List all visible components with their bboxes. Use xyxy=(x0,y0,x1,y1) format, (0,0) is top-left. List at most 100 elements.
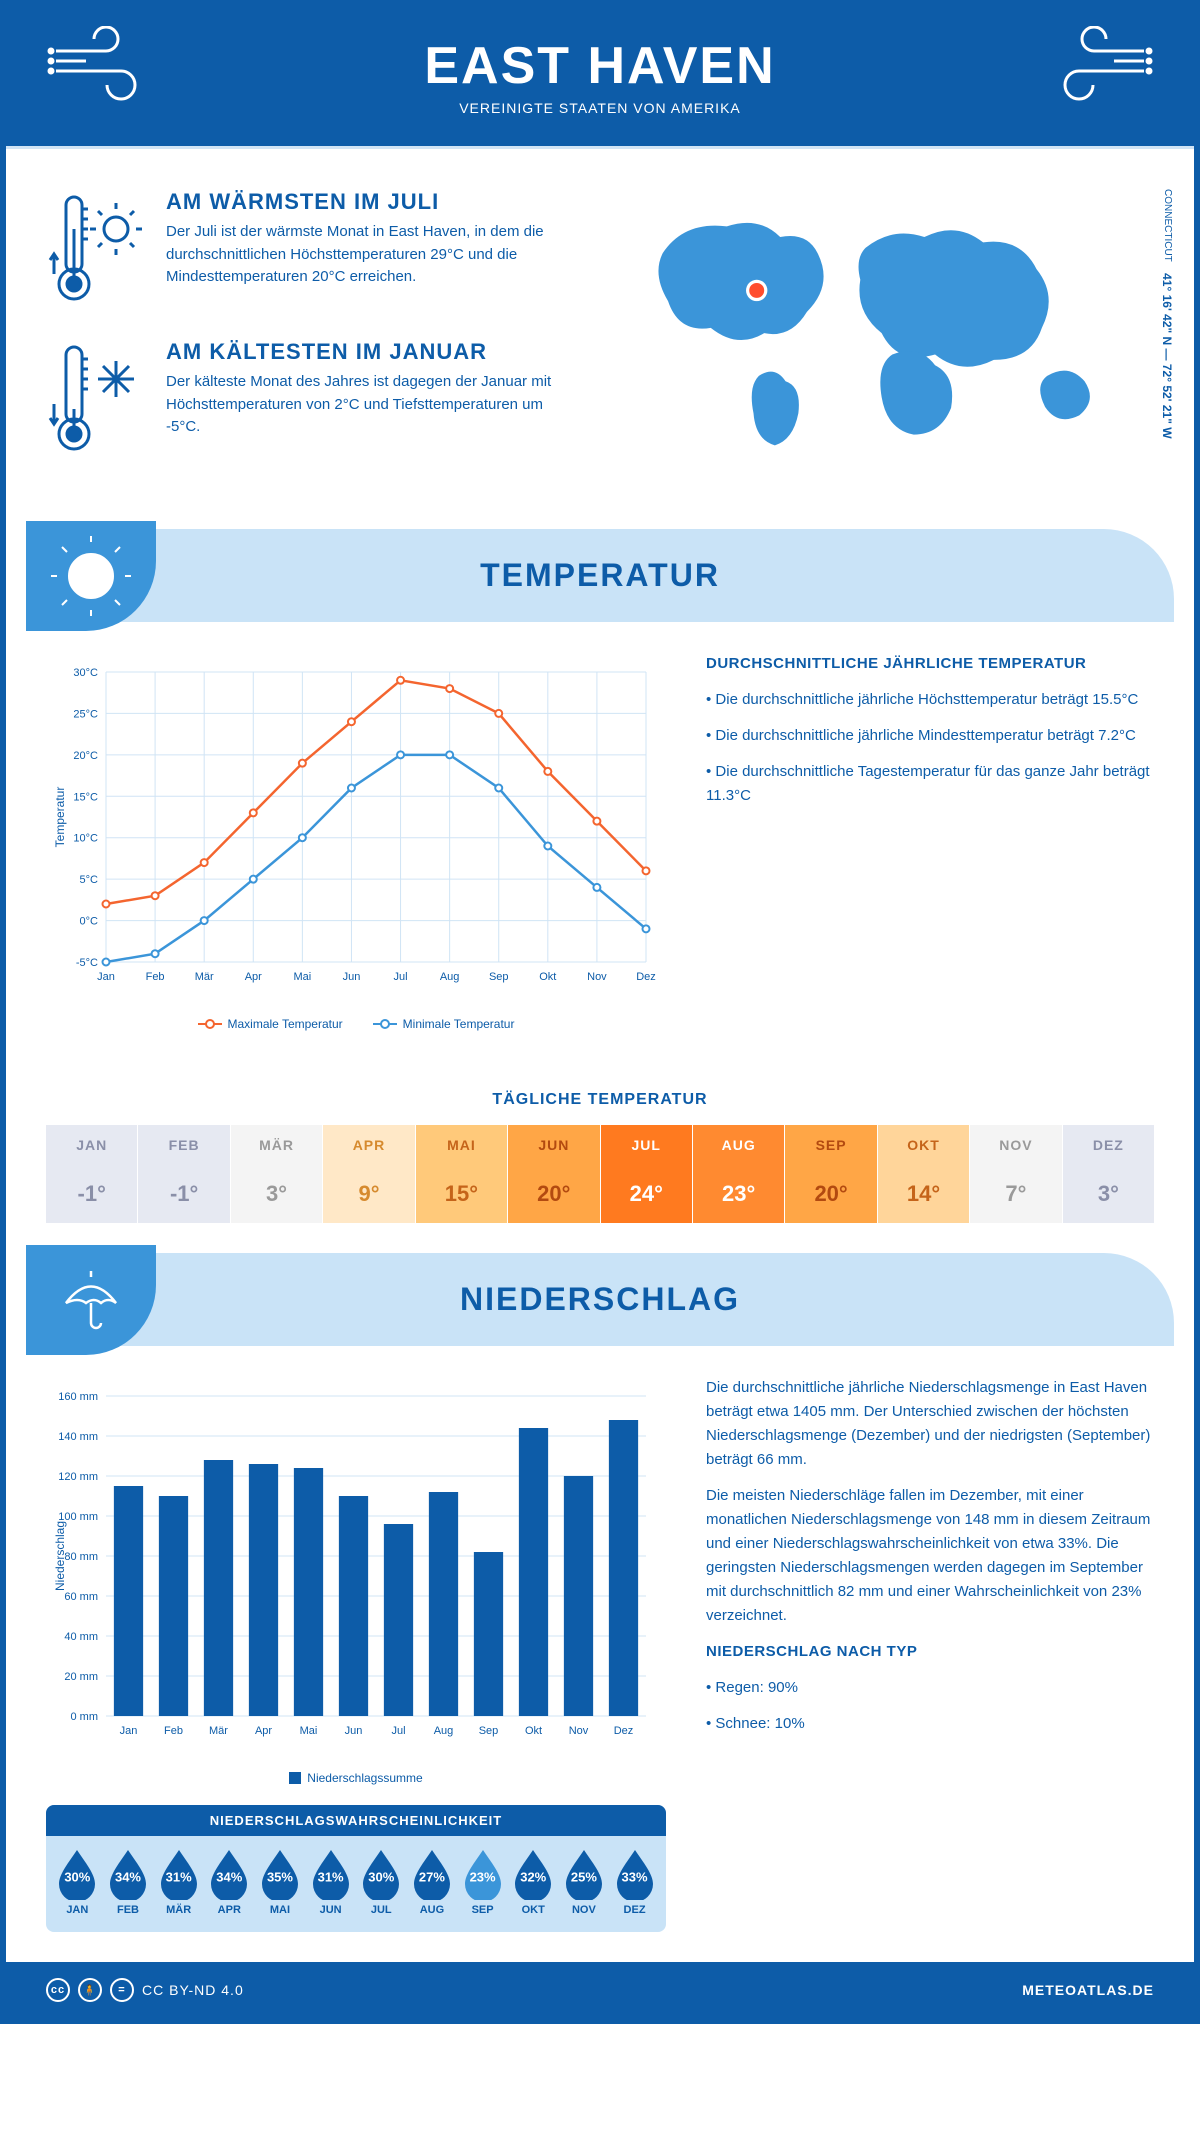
legend-min: Minimale Temperatur xyxy=(373,1017,515,1031)
svg-text:20°C: 20°C xyxy=(73,750,98,762)
svg-text:Niederschlag: Niederschlag xyxy=(53,1521,67,1591)
prob-drop: 27% AUG xyxy=(408,1848,456,1916)
month-cell: APR 9° xyxy=(323,1125,415,1223)
svg-text:Dez: Dez xyxy=(614,1725,634,1737)
svg-text:Dez: Dez xyxy=(636,971,656,983)
daily-temp-table: JAN -1° FEB -1° MÄR 3° APR 9° MAI 15° JU… xyxy=(6,1125,1194,1253)
svg-text:25°C: 25°C xyxy=(73,708,98,720)
prob-drop: 34% APR xyxy=(205,1848,253,1916)
svg-text:80 mm: 80 mm xyxy=(64,1551,98,1563)
svg-text:30°C: 30°C xyxy=(73,667,98,679)
prob-drop: 34% FEB xyxy=(104,1848,152,1916)
svg-text:Okt: Okt xyxy=(525,1725,542,1737)
svg-text:Sep: Sep xyxy=(489,971,509,983)
prob-drop: 35% MAI xyxy=(256,1848,304,1916)
svg-text:Aug: Aug xyxy=(434,1725,454,1737)
warm-text: Der Juli ist der wärmste Monat in East H… xyxy=(166,221,580,289)
month-cell: JUN 20° xyxy=(508,1125,600,1223)
cold-title: AM KÄLTESTEN IM JANUAR xyxy=(166,339,580,365)
svg-text:60 mm: 60 mm xyxy=(64,1591,98,1603)
svg-text:Mai: Mai xyxy=(293,971,311,983)
svg-text:Jan: Jan xyxy=(97,971,115,983)
month-cell: MAI 15° xyxy=(416,1125,508,1223)
coordinates: 41° 16' 42" N — 72° 52' 21" W xyxy=(1160,273,1174,438)
warm-title: AM WÄRMSTEN IM JULI xyxy=(166,189,580,215)
warm-info: AM WÄRMSTEN IM JULI Der Juli ist der wär… xyxy=(46,189,580,309)
prob-drop: 25% NOV xyxy=(560,1848,608,1916)
sun-icon xyxy=(51,536,131,616)
wind-icon xyxy=(1034,26,1154,106)
svg-text:Jul: Jul xyxy=(391,1725,405,1737)
month-cell: FEB -1° xyxy=(138,1125,230,1223)
svg-text:160 mm: 160 mm xyxy=(58,1391,98,1403)
prob-drop: 23% SEP xyxy=(459,1848,507,1916)
precipitation-bar-chart: 0 mm20 mm40 mm60 mm80 mm100 mm120 mm140 … xyxy=(46,1376,666,1756)
cc-icon: cc xyxy=(46,1978,70,2002)
month-cell: DEZ 3° xyxy=(1063,1125,1154,1223)
svg-text:Jun: Jun xyxy=(345,1725,363,1737)
license-text: CC BY-ND 4.0 xyxy=(142,1982,244,1998)
svg-text:Okt: Okt xyxy=(539,971,556,983)
svg-text:Temperatur: Temperatur xyxy=(53,787,67,848)
svg-text:Feb: Feb xyxy=(146,971,165,983)
month-cell: JAN -1° xyxy=(46,1125,138,1223)
svg-text:Feb: Feb xyxy=(164,1725,183,1737)
header: EAST HAVEN VEREINIGTE STAATEN VON AMERIK… xyxy=(6,6,1194,146)
intro-section: AM WÄRMSTEN IM JULI Der Juli ist der wär… xyxy=(6,149,1194,529)
svg-text:Aug: Aug xyxy=(440,971,460,983)
svg-text:-5°C: -5°C xyxy=(76,957,98,969)
prob-drop: 32% OKT xyxy=(509,1848,557,1916)
footer: cc 🧍 = CC BY-ND 4.0 METEOATLAS.DE xyxy=(6,1962,1194,2018)
svg-text:0 mm: 0 mm xyxy=(71,1711,99,1723)
prob-drop: 30% JAN xyxy=(53,1848,101,1916)
svg-text:Jan: Jan xyxy=(120,1725,138,1737)
month-cell: SEP 20° xyxy=(785,1125,877,1223)
svg-text:Sep: Sep xyxy=(479,1725,499,1737)
umbrella-icon xyxy=(56,1265,126,1335)
precip-section-title: NIEDERSCHLAG xyxy=(26,1281,1174,1318)
month-cell: JUL 24° xyxy=(601,1125,693,1223)
section-temperature: TEMPERATUR xyxy=(26,529,1174,622)
legend-precip: Niederschlagssumme xyxy=(289,1771,422,1785)
wind-icon xyxy=(46,26,166,106)
svg-text:Jun: Jun xyxy=(343,971,361,983)
month-cell: NOV 7° xyxy=(970,1125,1062,1223)
svg-text:Nov: Nov xyxy=(587,971,607,983)
cold-text: Der kälteste Monat des Jahres ist dagege… xyxy=(166,371,580,439)
svg-text:Jul: Jul xyxy=(394,971,408,983)
svg-text:Apr: Apr xyxy=(245,971,262,983)
month-cell: MÄR 3° xyxy=(231,1125,323,1223)
svg-text:Apr: Apr xyxy=(255,1725,272,1737)
svg-text:5°C: 5°C xyxy=(80,874,99,886)
svg-text:Nov: Nov xyxy=(569,1725,589,1737)
prob-drop: 33% DEZ xyxy=(611,1848,659,1916)
svg-text:20 mm: 20 mm xyxy=(64,1671,98,1683)
temperature-line-chart: -5°C0°C5°C10°C15°C20°C25°C30°CJanFebMärA… xyxy=(46,652,666,1002)
thermometer-cold-icon xyxy=(46,339,146,459)
temp-section-title: TEMPERATUR xyxy=(26,557,1174,594)
precip-probability: NIEDERSCHLAGSWAHRSCHEINLICHKEIT 30% JAN … xyxy=(46,1805,666,1932)
thermometer-hot-icon xyxy=(46,189,146,309)
section-precip: NIEDERSCHLAG xyxy=(26,1253,1174,1346)
svg-text:140 mm: 140 mm xyxy=(58,1431,98,1443)
temp-info: DURCHSCHNITTLICHE JÄHRLICHE TEMPERATUR •… xyxy=(706,652,1154,1031)
site-name: METEOATLAS.DE xyxy=(1022,1982,1154,1998)
month-cell: OKT 14° xyxy=(878,1125,970,1223)
page-title: EAST HAVEN xyxy=(424,36,775,96)
daily-temp-title: TÄGLICHE TEMPERATUR xyxy=(6,1091,1194,1109)
legend-max: Maximale Temperatur xyxy=(198,1017,343,1031)
prob-drop: 31% MÄR xyxy=(155,1848,203,1916)
svg-text:40 mm: 40 mm xyxy=(64,1631,98,1643)
state-label: CONNECTICUT xyxy=(1162,189,1173,262)
prob-drop: 31% JUN xyxy=(307,1848,355,1916)
cold-info: AM KÄLTESTEN IM JANUAR Der kälteste Mona… xyxy=(46,339,580,459)
page-subtitle: VEREINIGTE STAATEN VON AMERIKA xyxy=(424,100,775,116)
precip-info: Die durchschnittliche jährliche Niedersc… xyxy=(706,1376,1154,1932)
svg-text:Mär: Mär xyxy=(209,1725,228,1737)
svg-text:0°C: 0°C xyxy=(80,916,99,928)
svg-text:10°C: 10°C xyxy=(73,833,98,845)
prob-drop: 30% JUL xyxy=(357,1848,405,1916)
svg-text:Mär: Mär xyxy=(195,971,214,983)
nd-icon: = xyxy=(110,1978,134,2002)
by-icon: 🧍 xyxy=(78,1978,102,2002)
